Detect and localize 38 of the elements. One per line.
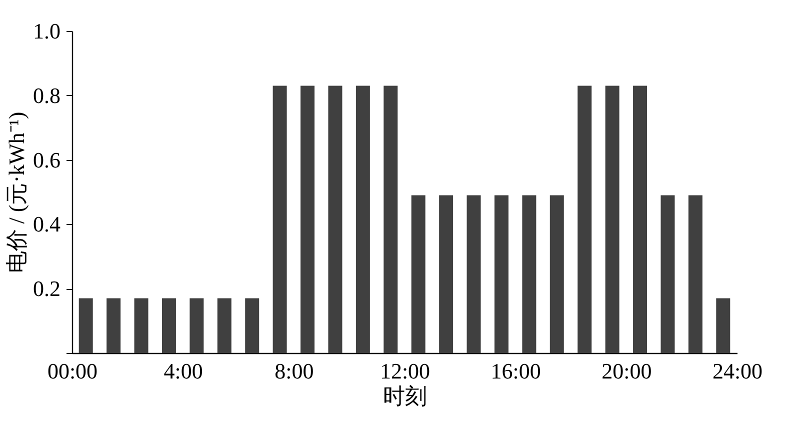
x-tick-label: 12:00	[380, 358, 430, 384]
x-tick-label: 20:00	[602, 358, 652, 384]
bar	[411, 195, 426, 353]
y-axis-title: 电价 / (元·kWh⁻¹)	[4, 112, 29, 274]
bar	[300, 86, 315, 353]
bar	[356, 86, 370, 353]
bar	[716, 298, 730, 353]
bar	[466, 195, 481, 353]
bar	[688, 195, 702, 353]
y-tick-label: 0.8	[33, 82, 60, 108]
bar	[633, 86, 648, 353]
x-axis-title: 时刻	[383, 384, 427, 408]
bar	[494, 195, 508, 353]
bar	[550, 195, 564, 353]
x-tick-label: 24:00	[712, 358, 763, 384]
bar	[134, 298, 148, 353]
bar	[328, 86, 342, 353]
bar	[272, 86, 287, 353]
x-tick-label: 4:00	[164, 358, 203, 384]
bar	[522, 195, 536, 353]
x-tick-label: 16:00	[490, 358, 541, 384]
bar	[384, 86, 398, 353]
bar	[78, 298, 93, 353]
x-tick-label: 00:00	[47, 358, 98, 384]
y-tick-label: 0.6	[33, 147, 60, 172]
bar	[190, 298, 204, 353]
bar	[162, 298, 176, 353]
bar	[245, 298, 260, 353]
bar	[605, 86, 620, 353]
bar	[217, 298, 232, 353]
y-tick-label: 0.2	[33, 276, 60, 302]
y-tick-label: 1.0	[33, 18, 60, 44]
x-tick-label: 8:00	[274, 358, 314, 384]
bar	[660, 195, 675, 353]
bar	[106, 298, 121, 353]
y-tick-label: 0.4	[33, 212, 60, 237]
bar	[439, 195, 454, 353]
bar	[578, 86, 592, 353]
